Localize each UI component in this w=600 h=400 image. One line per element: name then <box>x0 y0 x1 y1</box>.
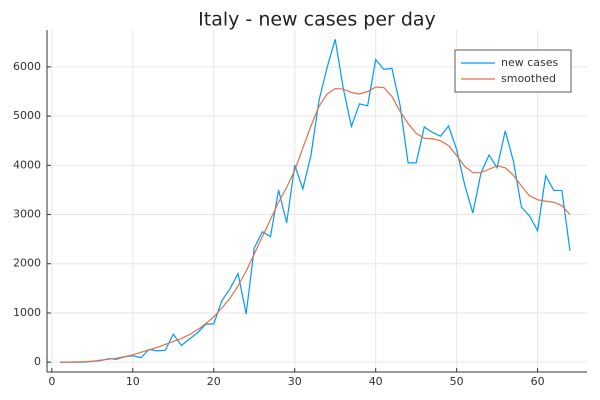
x-tick-label: 40 <box>369 375 383 388</box>
y-tick-label: 1000 <box>13 306 41 319</box>
x-tick-label: 20 <box>207 375 221 388</box>
x-tick-label: 50 <box>450 375 464 388</box>
series-line <box>59 86 571 363</box>
legend-label: smoothed <box>501 72 556 85</box>
y-tick-label: 5000 <box>13 109 41 122</box>
legend-label: new cases <box>501 56 559 69</box>
y-tick-label: 2000 <box>13 257 41 270</box>
chart-title: Italy - new cases per day <box>198 9 436 31</box>
y-tick-label: 4000 <box>13 158 41 171</box>
y-tick-label: 3000 <box>13 208 41 221</box>
legend-box <box>454 49 572 93</box>
y-tick-label: 0 <box>34 355 41 368</box>
x-tick-label: 30 <box>288 375 302 388</box>
series-line <box>59 39 571 363</box>
x-tick-label: 0 <box>48 375 55 388</box>
x-tick-label: 60 <box>531 375 545 388</box>
y-tick-label: 6000 <box>13 60 41 73</box>
x-tick-label: 10 <box>126 375 140 388</box>
